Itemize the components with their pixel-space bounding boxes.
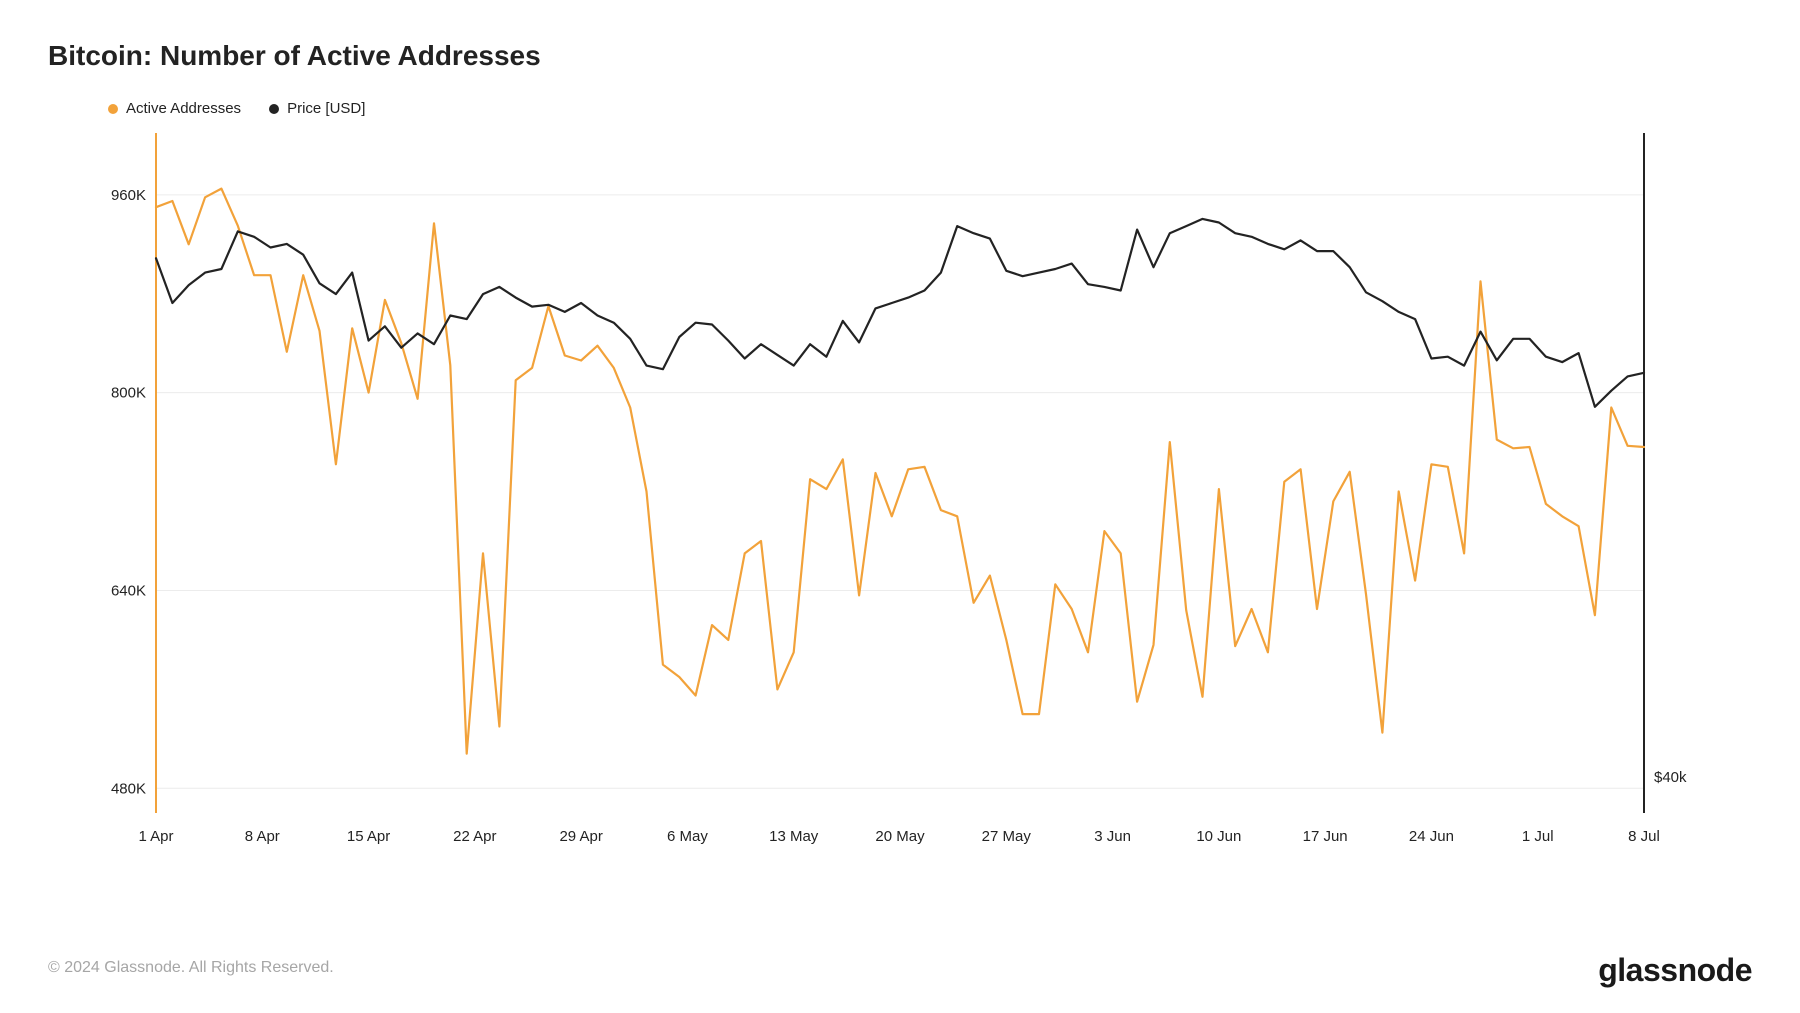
legend-item-price[interactable]: Price [USD] <box>269 100 365 117</box>
svg-text:480K: 480K <box>111 780 146 797</box>
chart-title: Bitcoin: Number of Active Addresses <box>48 40 1752 72</box>
svg-text:22 Apr: 22 Apr <box>453 828 496 845</box>
svg-text:27 May: 27 May <box>982 828 1032 845</box>
svg-text:29 Apr: 29 Apr <box>559 828 602 845</box>
svg-text:15 Apr: 15 Apr <box>347 828 390 845</box>
svg-text:$40k: $40k <box>1654 769 1687 786</box>
legend-item-active-addresses[interactable]: Active Addresses <box>108 100 241 117</box>
svg-text:17 Jun: 17 Jun <box>1303 828 1348 845</box>
svg-text:3 Jun: 3 Jun <box>1094 828 1131 845</box>
chart-container: Bitcoin: Number of Active Addresses Acti… <box>0 0 1800 1013</box>
svg-text:6 May: 6 May <box>667 828 708 845</box>
svg-text:24 Jun: 24 Jun <box>1409 828 1454 845</box>
chart-plot-area[interactable]: 480K 640K 800K 960K $40k 1 Apr 8 Apr 15 Apr 22 A… <box>108 123 1692 853</box>
svg-text:1 Apr: 1 Apr <box>138 828 173 845</box>
svg-text:13 May: 13 May <box>769 828 819 845</box>
svg-text:8 Apr: 8 Apr <box>245 828 280 845</box>
svg-text:1 Jul: 1 Jul <box>1522 828 1554 845</box>
line-chart-svg: 480K 640K 800K 960K $40k 1 Apr 8 Apr 15 Apr 22 A… <box>108 123 1692 853</box>
legend-dot-icon <box>108 104 118 114</box>
legend-label: Price [USD] <box>287 100 365 117</box>
brand-logo: glassnode <box>1598 952 1752 989</box>
legend-dot-icon <box>269 104 279 114</box>
svg-text:640K: 640K <box>111 582 146 599</box>
copyright-text: © 2024 Glassnode. All Rights Reserved. <box>48 959 334 977</box>
svg-text:10 Jun: 10 Jun <box>1196 828 1241 845</box>
legend-label: Active Addresses <box>126 100 241 117</box>
svg-text:960K: 960K <box>111 187 146 204</box>
svg-text:800K: 800K <box>111 385 146 402</box>
svg-text:20 May: 20 May <box>875 828 925 845</box>
legend: Active Addresses Price [USD] <box>108 100 1752 117</box>
svg-text:8 Jul: 8 Jul <box>1628 828 1660 845</box>
